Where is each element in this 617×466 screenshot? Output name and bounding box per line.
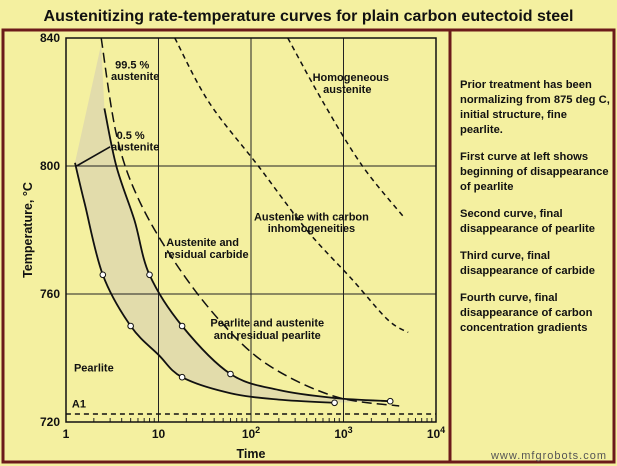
- annotation-12: Pearlite: [74, 362, 114, 374]
- annotation-13: A1: [72, 399, 86, 411]
- plot-box: [65, 37, 437, 423]
- y-tick-label-0: 720: [40, 415, 60, 429]
- annotation-5: austenite: [323, 84, 371, 96]
- note-second-curve: Second curve, final disappearance of pea…: [460, 208, 595, 235]
- annotation-8: Austenite and: [166, 237, 239, 249]
- x-axis-label: Time: [237, 447, 266, 461]
- series-line-2: [100, 37, 400, 407]
- annotation-pointer-0: [76, 146, 111, 167]
- shaded-region: [74, 44, 391, 403]
- series-0-marker-1: [127, 322, 134, 330]
- x-tick-label-0: 1: [63, 427, 70, 441]
- note-first-curve: First curve at left shows beginning of d…: [460, 151, 609, 193]
- series-1-marker-1: [178, 322, 186, 330]
- series-0-marker-0: [99, 271, 107, 279]
- series-line-4: [287, 37, 405, 218]
- annotation-0: 99.5 %: [115, 59, 149, 71]
- series-line-0: [74, 162, 335, 404]
- annotation-3: austenite: [111, 142, 159, 154]
- x-tick-label-1: 10: [152, 427, 166, 441]
- series-line-3: [174, 37, 409, 334]
- x-tick-label-2: 102: [242, 425, 260, 441]
- x-tick-exponent-4: 4: [440, 425, 445, 435]
- watermark: www.mfgrobots.com: [490, 450, 607, 462]
- annotation-4: Homogeneous: [313, 72, 389, 84]
- y-tick-label-3: 840: [40, 31, 60, 45]
- x-tick-exponent-2: 2: [255, 425, 260, 435]
- annotation-2: 0.5 %: [117, 130, 145, 142]
- notes-panel: Prior treatment has been normalizing fro…: [460, 78, 610, 348]
- annotation-6: Austenite with carbon: [254, 211, 369, 223]
- series-1-marker-3: [386, 397, 394, 405]
- annotation-1: austenite: [111, 71, 159, 83]
- x-tick-label-4: 104: [427, 425, 445, 441]
- annotation-10: Pearlite and austenite: [210, 318, 324, 330]
- series-0-marker-2: [178, 373, 186, 381]
- annotation-11: and residual pearlite: [214, 330, 321, 342]
- x-tick-label-3: 103: [334, 425, 352, 441]
- note-third-curve: Third curve, final disappearance of carb…: [460, 250, 595, 277]
- y-tick-label-2: 800: [40, 159, 60, 173]
- y-tick-label-1: 760: [40, 287, 60, 301]
- series-0-marker-3: [331, 399, 338, 407]
- x-tick-exponent-3: 3: [348, 425, 353, 435]
- page-title: Austenitizing rate-temperature curves fo…: [43, 8, 574, 25]
- series-1-marker-2: [227, 370, 234, 378]
- note-fourth-curve: Fourth curve, final disappearance of car…: [460, 292, 593, 334]
- note-prior-treatment: Prior treatment has been normalizing fro…: [460, 79, 610, 136]
- annotation-9: residual carbide: [164, 249, 248, 261]
- outer-border: [1, 28, 616, 464]
- series-1-marker-0: [146, 271, 153, 279]
- plot-area: 1 10 102 103 104 720 760 800 840 Time Temperature,…: [21, 31, 445, 461]
- y-axis-label: Temperature, °C: [21, 182, 35, 278]
- annotation-7: inhomogeneities: [268, 223, 355, 235]
